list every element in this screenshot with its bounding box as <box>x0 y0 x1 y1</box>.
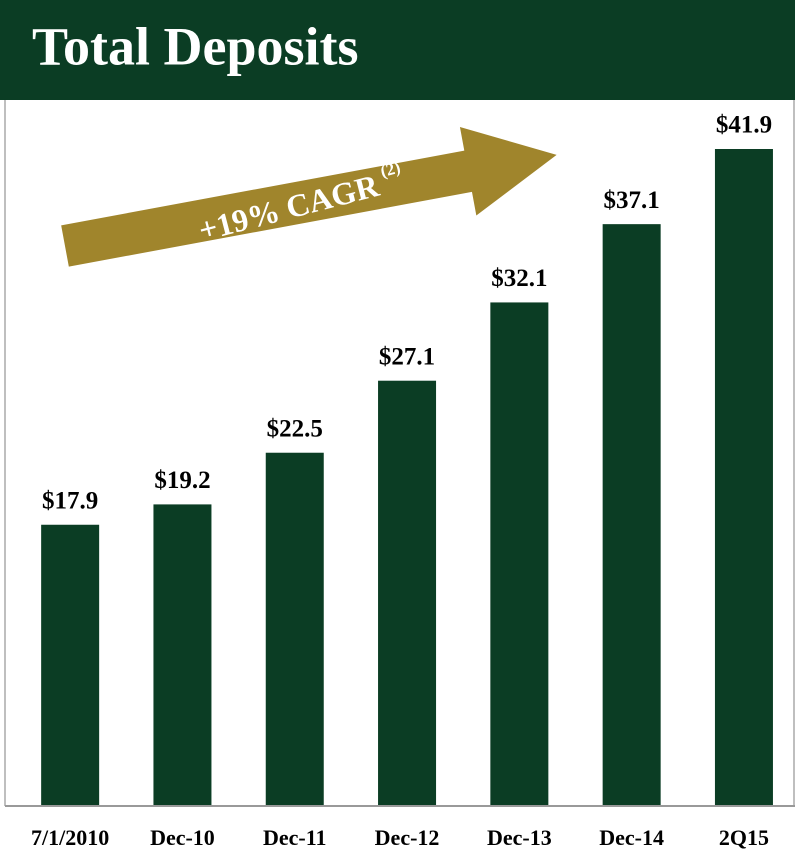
annotation-note: (2) <box>378 158 402 181</box>
x-tick-label: Dec-11 <box>263 825 327 850</box>
bar <box>378 380 437 805</box>
value-label: $27.1 <box>379 343 435 370</box>
bar <box>41 524 100 805</box>
bar <box>153 504 212 805</box>
x-tick-label: Dec-12 <box>375 825 440 850</box>
value-label: $19.2 <box>154 467 210 494</box>
cagr-arrow: +19% CAGR(2) <box>61 127 557 267</box>
chart-title: Total Deposits <box>32 16 359 76</box>
arrow-shape <box>61 127 557 267</box>
value-label: $22.5 <box>267 415 323 442</box>
bar <box>490 302 549 805</box>
x-tick-label: 7/1/2010 <box>31 825 109 850</box>
value-label: $17.9 <box>42 487 98 514</box>
x-tick-label: 2Q15 <box>719 825 769 850</box>
value-label: $32.1 <box>491 265 547 292</box>
bar <box>602 224 661 805</box>
header-band <box>0 0 795 100</box>
x-tick-label: Dec-10 <box>150 825 215 850</box>
x-tick-label: Dec-13 <box>487 825 552 850</box>
bar <box>714 149 773 805</box>
bar <box>265 452 324 805</box>
value-label: $37.1 <box>604 187 660 214</box>
x-tick-label: Dec-14 <box>599 825 664 850</box>
annotation-main: +19% CAGR <box>195 167 383 248</box>
value-label: $41.9 <box>716 112 772 139</box>
